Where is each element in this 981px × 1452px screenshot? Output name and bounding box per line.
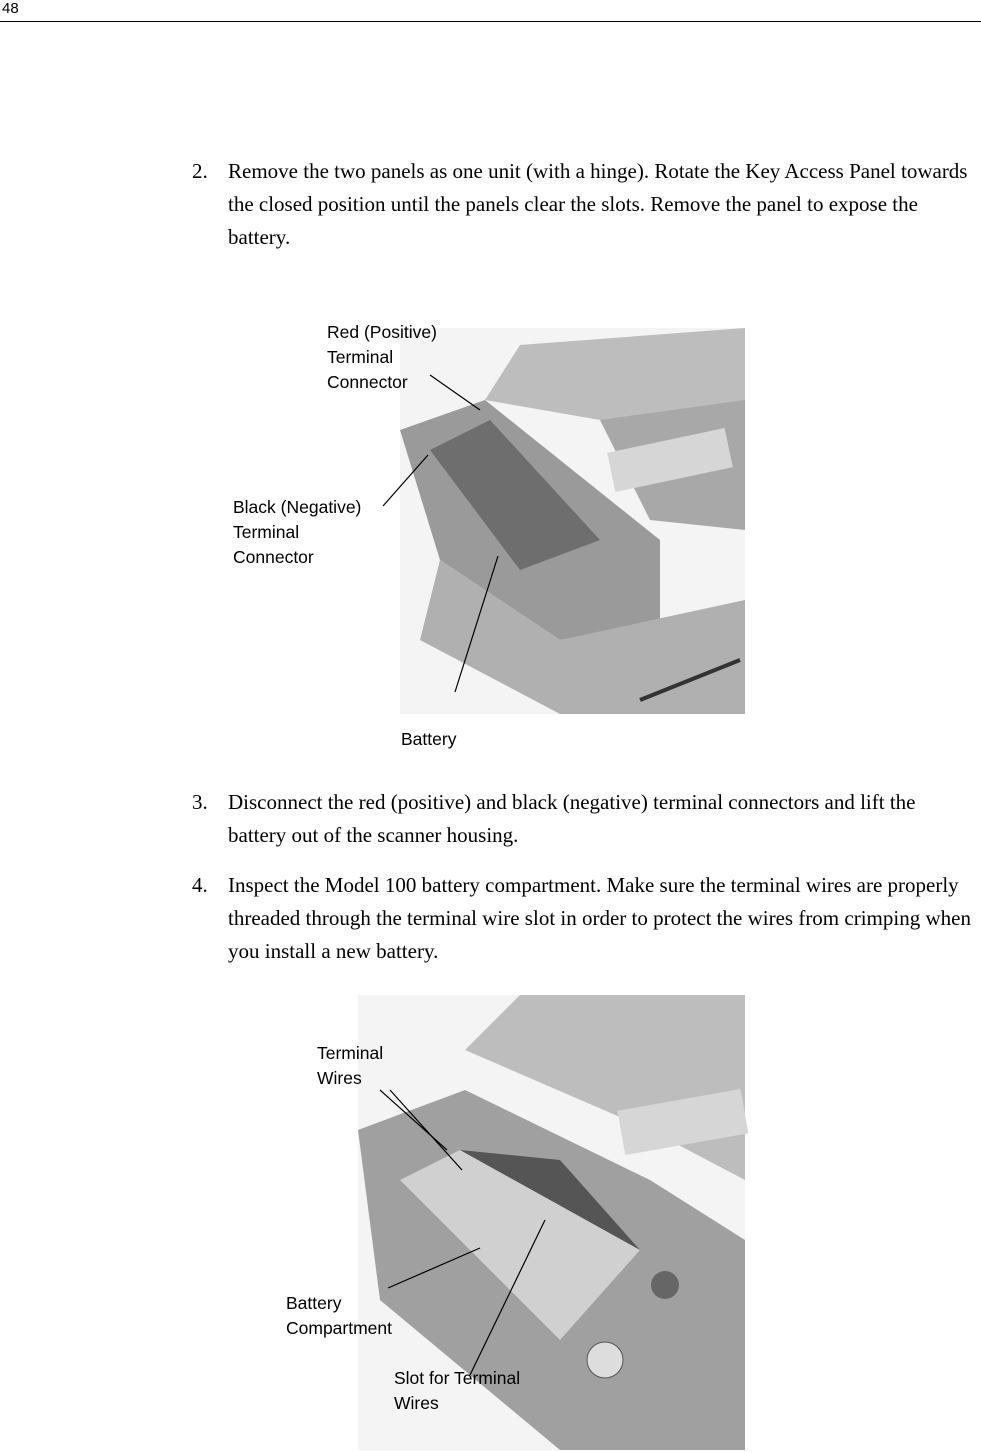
callout: Black (Negative) Terminal Connector (233, 495, 361, 570)
callout-line: Terminal (233, 522, 300, 542)
callout-line: Black (Negative) (233, 497, 362, 517)
step-text: Remove the two panels as one unit (with … (228, 159, 968, 249)
callout-line: Wires (394, 1393, 439, 1413)
header-rule (0, 21, 981, 22)
callout: Slot for Terminal Wires (394, 1366, 520, 1416)
callout-line: Connector (327, 372, 408, 392)
callout: Battery Compartment (286, 1291, 392, 1341)
callout-line: Slot for Terminal (394, 1368, 521, 1388)
callout-line: Battery (286, 1293, 342, 1313)
callout-line: Terminal (317, 1043, 384, 1063)
figure-2-arrows (379, 1089, 546, 1376)
callout: Terminal Wires (317, 1041, 383, 1091)
callout-line: Red (Positive) (327, 322, 437, 342)
step: 3. Disconnect the red (positive) and blac… (192, 786, 977, 852)
callout-line: Connector (233, 547, 314, 567)
step-text: Inspect the Model 100 battery compartmen… (228, 873, 971, 963)
step-text: Disconnect the red (positive) and black … (228, 790, 916, 847)
callout-line: Wires (317, 1068, 362, 1088)
figure-1-arrows (382, 374, 499, 693)
step-number: 3. (192, 790, 208, 814)
step-number: 4. (192, 873, 208, 897)
callout: Red (Positive) Terminal Connector (327, 320, 437, 395)
page-number: 48 (2, 0, 19, 17)
figure-2-image (358, 995, 749, 1450)
callout: Battery (401, 727, 456, 752)
step: 4. Inspect the Model 100 battery compartm… (192, 869, 977, 968)
callout-line: Terminal (327, 347, 394, 367)
step: 2. Remove the two panels as one unit (wit… (192, 155, 977, 254)
callout-line: Battery (401, 729, 457, 749)
callout-line: Compartment (286, 1318, 393, 1338)
step-number: 2. (192, 159, 208, 183)
figure-1-image (400, 328, 745, 714)
